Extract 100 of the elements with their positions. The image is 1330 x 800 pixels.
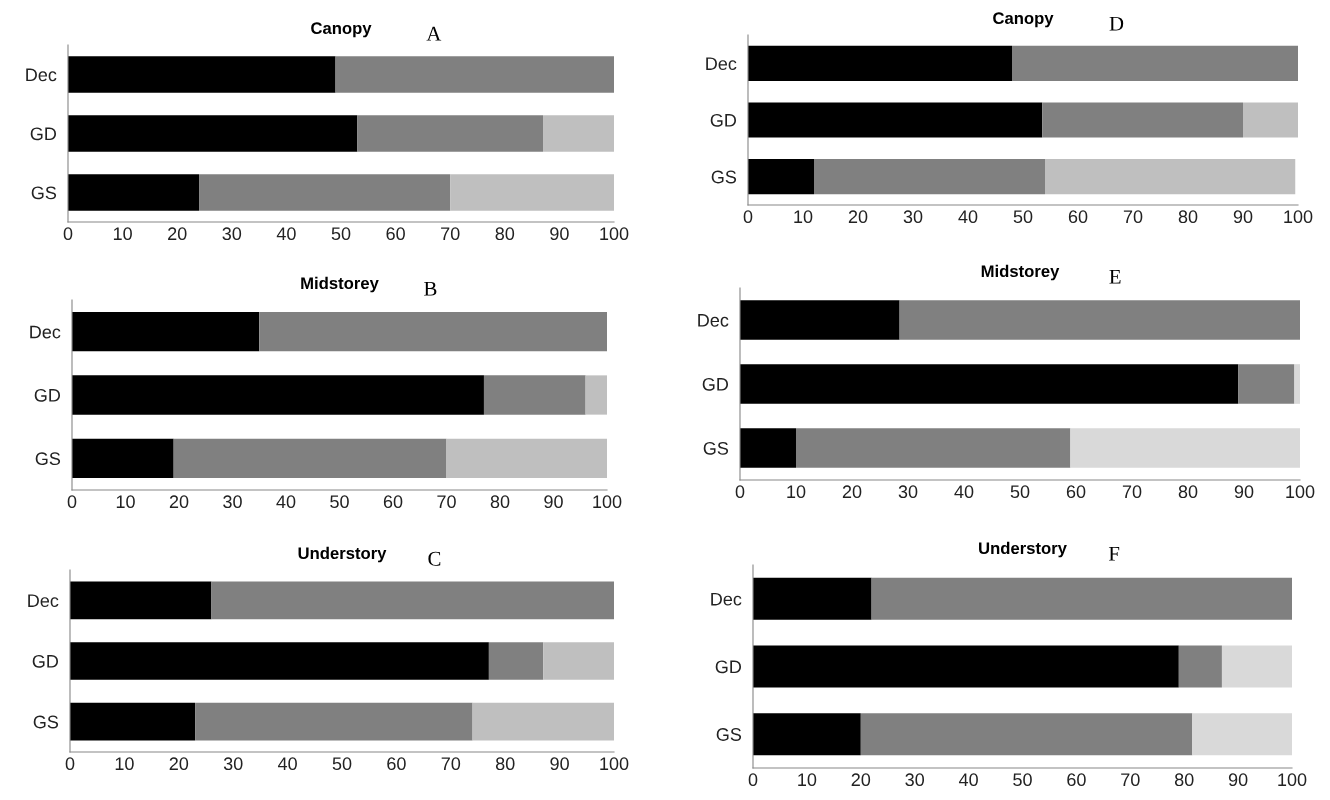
x-tick-label: 10 bbox=[116, 495, 135, 509]
bar bbox=[796, 428, 1071, 468]
x-tick-label: 100 bbox=[593, 495, 622, 509]
x-tick-label: 80 bbox=[1178, 210, 1198, 224]
bar bbox=[483, 375, 586, 415]
x-tick-label: 0 bbox=[748, 773, 758, 787]
x-tick-label: 40 bbox=[954, 485, 974, 499]
x-tick-label: 70 bbox=[1121, 773, 1140, 787]
x-tick-label: 20 bbox=[169, 495, 189, 509]
bar bbox=[871, 577, 1292, 620]
x-tick-label: 50 bbox=[331, 227, 351, 241]
bar bbox=[585, 375, 607, 415]
x-tick-label: 30 bbox=[903, 210, 923, 224]
x-tick-label: 50 bbox=[1010, 485, 1030, 499]
bar bbox=[1192, 713, 1292, 756]
x-tick-label: 50 bbox=[332, 757, 352, 771]
x-tick-label: 0 bbox=[65, 757, 75, 771]
bar bbox=[748, 102, 1043, 138]
x-tick-label: 10 bbox=[787, 485, 806, 499]
chart-title: Midstorey bbox=[981, 264, 1060, 281]
bar bbox=[748, 45, 1012, 81]
bar bbox=[446, 438, 607, 478]
bar bbox=[70, 642, 489, 680]
bar bbox=[543, 642, 614, 680]
x-tick-label: 90 bbox=[550, 757, 569, 771]
x-tick-label: 20 bbox=[168, 227, 187, 241]
chart-title: Canopy bbox=[993, 12, 1054, 28]
x-tick-label: 80 bbox=[1178, 485, 1198, 499]
bar bbox=[1178, 645, 1222, 688]
bar bbox=[899, 300, 1300, 340]
text: D bbox=[1109, 16, 1124, 31]
x-tick-label: 90 bbox=[550, 227, 569, 241]
bar bbox=[68, 56, 336, 93]
x-tick-label: 10 bbox=[794, 210, 813, 224]
y-tick-label: GD bbox=[702, 377, 729, 391]
y-tick-label: GS bbox=[35, 452, 61, 466]
bar bbox=[1042, 102, 1243, 138]
bar bbox=[1221, 645, 1292, 688]
x-tick-label: 90 bbox=[1234, 485, 1254, 499]
bar bbox=[72, 312, 260, 352]
x-tick-label: 60 bbox=[1067, 773, 1086, 787]
x-tick-label: 40 bbox=[958, 210, 978, 224]
chart-title: Midstorey bbox=[301, 276, 379, 293]
bar bbox=[195, 702, 473, 741]
x-tick-label: 30 bbox=[222, 227, 242, 241]
x-tick-label: 90 bbox=[1228, 773, 1248, 787]
x-tick-label: 10 bbox=[115, 757, 134, 771]
bar bbox=[199, 174, 451, 211]
bar bbox=[68, 115, 358, 152]
bar bbox=[740, 428, 796, 468]
x-tick-label: 40 bbox=[276, 227, 296, 241]
y-tick-label: GD bbox=[34, 388, 61, 402]
x-tick-label: 70 bbox=[1122, 485, 1142, 499]
x-tick-label: 60 bbox=[1068, 210, 1088, 224]
bar bbox=[1294, 364, 1300, 404]
x-tick-label: 0 bbox=[735, 485, 745, 499]
text: F bbox=[1108, 546, 1120, 561]
x-tick-label: 40 bbox=[276, 495, 296, 509]
bar bbox=[748, 159, 814, 195]
y-tick-label: GS bbox=[716, 728, 742, 741]
bar bbox=[357, 115, 544, 152]
y-tick-label: Dec bbox=[711, 592, 742, 606]
x-tick-label: 100 bbox=[1286, 485, 1315, 499]
y-tick-label: GD bbox=[32, 654, 59, 668]
x-tick-label: 100 bbox=[600, 757, 629, 771]
x-tick-label: 50 bbox=[330, 495, 349, 509]
x-tick-label: 20 bbox=[851, 773, 871, 787]
x-tick-label: 60 bbox=[386, 227, 405, 241]
x-tick-label: 80 bbox=[495, 227, 515, 241]
x-tick-label: 50 bbox=[1013, 210, 1033, 224]
y-tick-label: GS bbox=[31, 186, 57, 200]
x-tick-label: 90 bbox=[1233, 210, 1253, 224]
x-tick-label: 80 bbox=[1174, 773, 1194, 787]
x-tick-label: 40 bbox=[277, 757, 297, 771]
x-tick-label: 100 bbox=[1284, 210, 1313, 224]
text: A bbox=[426, 26, 442, 41]
bar bbox=[70, 581, 212, 620]
x-tick-label: 70 bbox=[441, 757, 461, 771]
bar bbox=[753, 645, 1179, 688]
x-tick-label: 0 bbox=[63, 227, 73, 241]
x-tick-label: 70 bbox=[1123, 210, 1143, 224]
bar bbox=[72, 438, 174, 478]
x-tick-label: 30 bbox=[223, 757, 243, 771]
x-tick-label: 70 bbox=[441, 227, 460, 241]
bar bbox=[488, 642, 544, 680]
x-tick-label: 30 bbox=[905, 773, 925, 787]
bar bbox=[211, 581, 614, 620]
x-tick-label: 100 bbox=[600, 227, 629, 241]
bar bbox=[753, 577, 872, 620]
x-tick-label: 60 bbox=[1066, 485, 1086, 499]
bar bbox=[472, 702, 614, 741]
x-tick-label: 50 bbox=[1013, 773, 1032, 787]
x-tick-label: 20 bbox=[169, 757, 189, 771]
x-tick-label: 60 bbox=[387, 757, 406, 771]
x-tick-label: 40 bbox=[958, 773, 978, 787]
x-tick-label: 90 bbox=[544, 495, 563, 509]
y-tick-label: Dec bbox=[30, 325, 61, 339]
x-tick-label: 100 bbox=[1278, 773, 1307, 787]
bar bbox=[259, 312, 607, 352]
y-tick-label: GS bbox=[711, 170, 737, 184]
